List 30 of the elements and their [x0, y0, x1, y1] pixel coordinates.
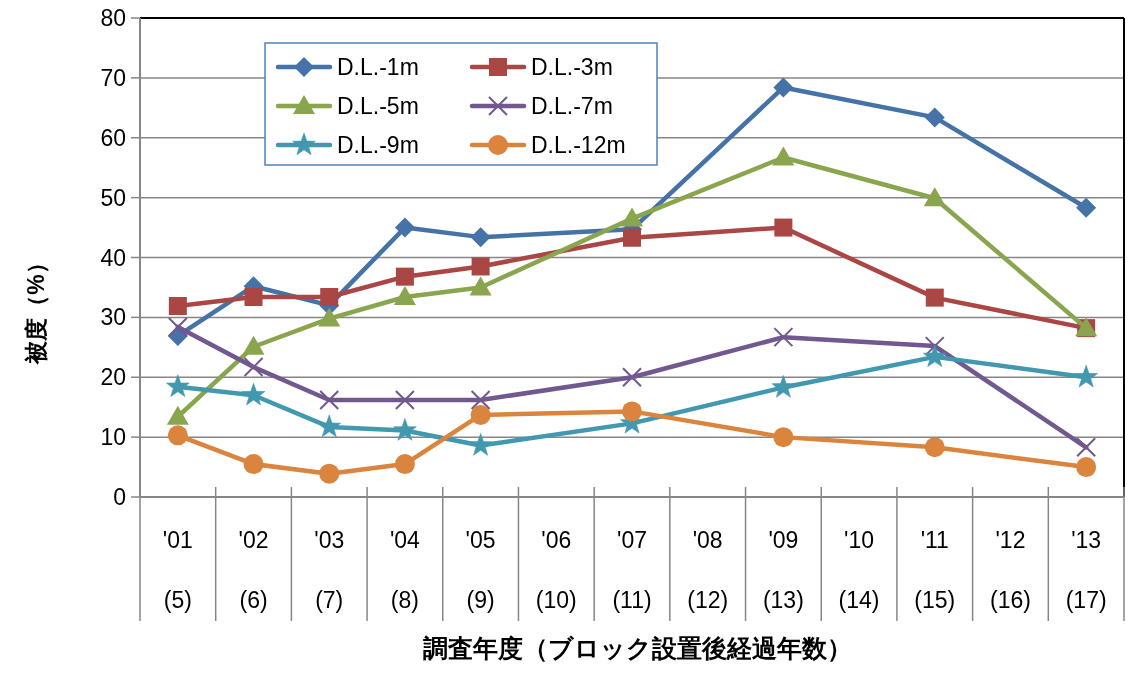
y-tick-label: 30	[100, 304, 126, 331]
legend-label: D.L.-1m	[337, 54, 419, 80]
category-label: '02 (6)	[238, 527, 269, 613]
y-tick-label: 80	[100, 5, 126, 31]
category-label: '11 (15)	[914, 527, 956, 613]
y-tick-label: 70	[100, 64, 126, 91]
y-tick-label: 50	[100, 184, 126, 211]
category-label: '12 (16)	[990, 527, 1031, 613]
category-label: '01 (5)	[162, 527, 193, 613]
y-axis-title: 被度（%）	[23, 251, 49, 365]
category-label: '05 (9)	[465, 527, 496, 613]
y-tick-label: 20	[100, 364, 126, 391]
legend-label: D.L.-5m	[337, 93, 419, 119]
category-label: '09 (13)	[762, 527, 804, 613]
y-tick-label: 0	[113, 484, 126, 510]
category-label: '03 (7)	[314, 527, 345, 613]
category-label: '13 (17)	[1065, 527, 1107, 613]
category-label: '06 (10)	[535, 527, 577, 613]
category-label: '08 (12)	[687, 527, 729, 613]
x-axis-title: 調査年度（ブロック設置後経過年数）	[422, 634, 852, 662]
category-label: '10 (14)	[838, 527, 880, 613]
y-tick-label: 10	[100, 424, 126, 451]
y-tick-label: 40	[100, 244, 126, 271]
legend-label: D.L.-3m	[531, 54, 613, 80]
legend-label: D.L.-7m	[531, 93, 613, 119]
y-tick-label: 60	[100, 124, 126, 151]
legend-label: D.L.-12m	[531, 132, 626, 158]
legend-label: D.L.-9m	[337, 132, 419, 158]
category-label: '07 (11)	[612, 527, 652, 613]
category-label: '04 (8)	[389, 527, 420, 613]
